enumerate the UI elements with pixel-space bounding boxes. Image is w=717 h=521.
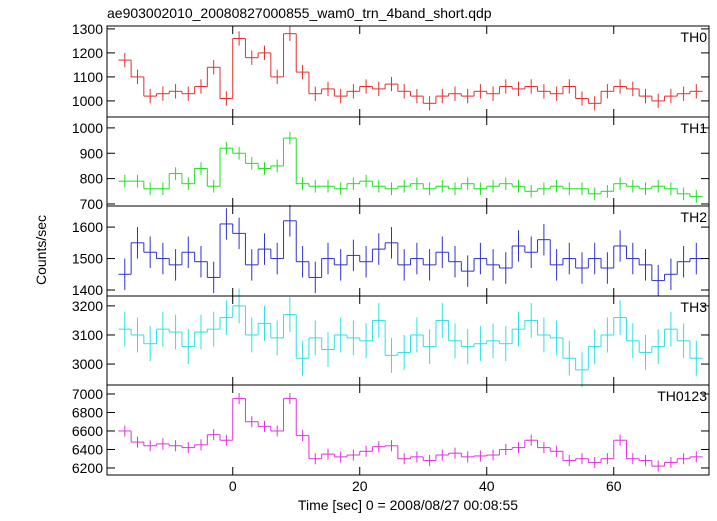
panel-frame [106, 116, 710, 207]
y-tick-label: 1300 [72, 21, 103, 37]
y-tick-label: 1000 [72, 93, 103, 109]
y-tick-label: 1000 [72, 120, 103, 136]
panel-label: TH2 [681, 209, 708, 225]
panel-label: TH0 [681, 29, 708, 45]
panel-frame [106, 384, 710, 476]
y-tick-label: 800 [80, 171, 104, 187]
y-tick-label: 3000 [72, 356, 103, 372]
panel-label: TH1 [681, 120, 708, 136]
x-tick-label: 60 [606, 478, 622, 494]
x-axis-label: Time [sec] 0 = 2008/08/27 00:08:55 [298, 497, 518, 513]
panel-frame [106, 25, 710, 118]
y-tick-label: 1400 [72, 282, 103, 298]
y-tick-label: 3200 [72, 298, 103, 314]
y-axis-label: Counts/sec [33, 215, 49, 285]
y-tick-label: 1500 [72, 251, 103, 267]
y-tick-label: 6200 [72, 460, 103, 476]
y-tick-label: 700 [80, 196, 104, 212]
y-tick-label: 3100 [72, 327, 103, 343]
y-tick-label: 1600 [72, 219, 103, 235]
y-tick-label: 1200 [72, 45, 103, 61]
y-tick-label: 6600 [72, 423, 103, 439]
panel-label: TH0123 [657, 388, 707, 404]
y-tick-label: 7000 [72, 386, 103, 402]
y-tick-label: 900 [80, 145, 104, 161]
panel-label: TH3 [681, 299, 708, 315]
y-tick-label: 6400 [72, 441, 103, 457]
x-tick-label: 40 [479, 478, 495, 494]
chart-title: ae903002010_20080827000855_wam0_trn_4ban… [107, 5, 492, 21]
panel-frame [106, 295, 710, 386]
y-tick-label: 1100 [73, 69, 103, 85]
y-tick-label: 6800 [72, 404, 103, 420]
x-tick-label: 0 [229, 478, 237, 494]
panel-frame [106, 205, 710, 297]
x-tick-label: 20 [352, 478, 368, 494]
